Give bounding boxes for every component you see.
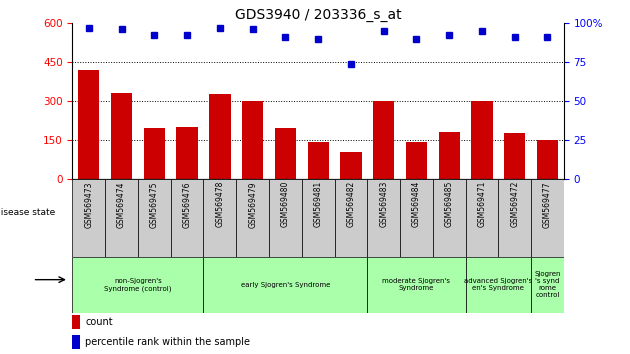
Text: GSM569471: GSM569471 (478, 181, 486, 228)
Text: GSM569472: GSM569472 (510, 181, 519, 228)
Text: non-Sjogren's
Syndrome (control): non-Sjogren's Syndrome (control) (104, 278, 172, 292)
Text: GSM569474: GSM569474 (117, 181, 126, 228)
Bar (105, 179, 138, 257)
Bar (72, 335, 81, 348)
Text: GSM569476: GSM569476 (183, 181, 192, 228)
Bar (471, 101, 493, 179)
Bar (171, 179, 203, 257)
Text: disease state: disease state (0, 208, 55, 217)
Text: GSM569477: GSM569477 (543, 181, 552, 228)
Bar (406, 142, 427, 179)
Bar (302, 179, 335, 257)
Text: count: count (85, 318, 113, 327)
Title: GDS3940 / 203336_s_at: GDS3940 / 203336_s_at (235, 8, 401, 22)
Bar (72, 257, 203, 313)
Text: advanced Sjogren's
en's Syndrome: advanced Sjogren's en's Syndrome (464, 279, 532, 291)
Bar (340, 152, 362, 179)
Text: Sjogren
's synd
rome
control: Sjogren 's synd rome control (534, 272, 561, 298)
Bar (138, 179, 171, 257)
Bar (236, 179, 269, 257)
Text: percentile rank within the sample: percentile rank within the sample (85, 337, 250, 347)
Text: moderate Sjogren's
Syndrome: moderate Sjogren's Syndrome (382, 279, 450, 291)
Bar (269, 179, 302, 257)
Bar (498, 179, 531, 257)
Text: GSM569484: GSM569484 (412, 181, 421, 228)
Bar (203, 257, 367, 313)
Bar (367, 257, 466, 313)
Bar (72, 315, 81, 329)
Bar (367, 179, 400, 257)
Bar (307, 142, 329, 179)
Bar (504, 133, 525, 179)
Bar (400, 179, 433, 257)
Bar (78, 70, 100, 179)
Bar (466, 179, 498, 257)
Text: GSM569475: GSM569475 (150, 181, 159, 228)
Bar (335, 179, 367, 257)
Text: GSM569473: GSM569473 (84, 181, 93, 228)
Bar (144, 128, 165, 179)
Text: GSM569478: GSM569478 (215, 181, 224, 228)
Bar (209, 95, 231, 179)
Bar (466, 257, 531, 313)
Bar (438, 132, 460, 179)
Bar (537, 140, 558, 179)
Bar (531, 257, 564, 313)
Bar (203, 179, 236, 257)
Bar (72, 179, 105, 257)
Text: early Sjogren's Syndrome: early Sjogren's Syndrome (241, 282, 330, 288)
Bar (373, 101, 394, 179)
Text: GSM569479: GSM569479 (248, 181, 257, 228)
Bar (275, 128, 296, 179)
Bar (433, 179, 466, 257)
Text: GSM569482: GSM569482 (346, 181, 355, 227)
Text: GSM569483: GSM569483 (379, 181, 388, 228)
Bar (111, 93, 132, 179)
Bar (242, 101, 263, 179)
Text: GSM569485: GSM569485 (445, 181, 454, 228)
Bar (176, 127, 198, 179)
Text: GSM569480: GSM569480 (281, 181, 290, 228)
Bar (531, 179, 564, 257)
Text: GSM569481: GSM569481 (314, 181, 323, 227)
